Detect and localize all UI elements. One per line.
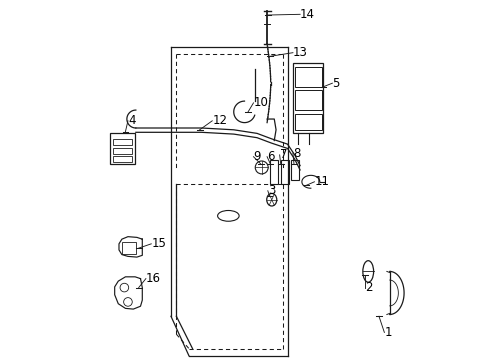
Text: 2: 2 xyxy=(364,281,371,294)
Text: 6: 6 xyxy=(266,150,274,163)
Text: 12: 12 xyxy=(212,114,227,127)
Text: 14: 14 xyxy=(300,8,314,21)
Text: 1: 1 xyxy=(384,326,391,339)
Text: 3: 3 xyxy=(267,184,275,197)
Text: 13: 13 xyxy=(292,46,307,59)
Text: 7: 7 xyxy=(279,148,286,161)
Text: 4: 4 xyxy=(128,114,135,127)
Text: 11: 11 xyxy=(314,175,329,188)
Text: 5: 5 xyxy=(332,77,339,90)
Text: 16: 16 xyxy=(145,272,161,285)
Text: 8: 8 xyxy=(292,147,300,159)
Text: 10: 10 xyxy=(253,96,268,109)
Text: 9: 9 xyxy=(253,150,261,163)
Text: 15: 15 xyxy=(151,237,166,250)
